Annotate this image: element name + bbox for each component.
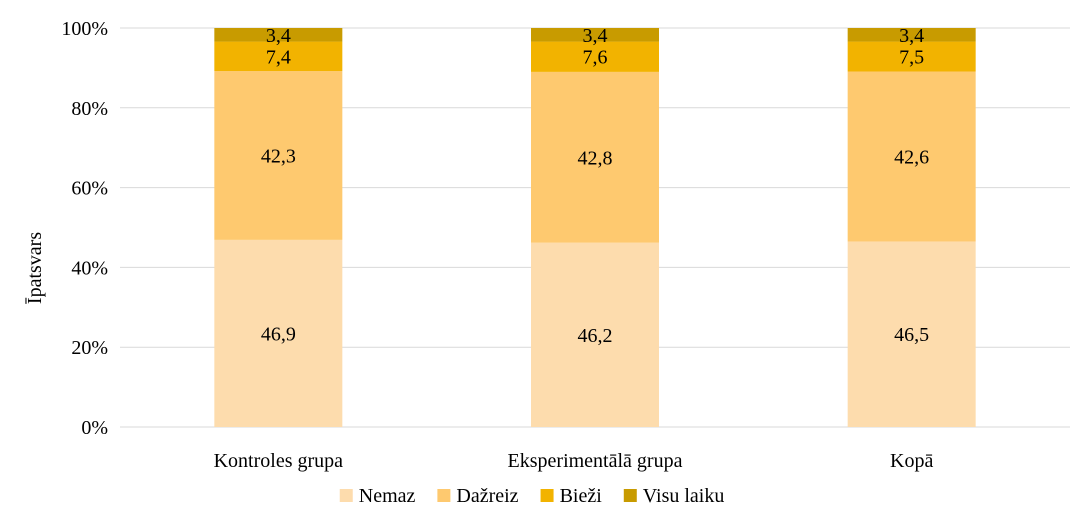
data-label: 7,6	[583, 47, 608, 69]
legend-label: Dažreiz	[456, 485, 518, 507]
bar-segment	[847, 41, 976, 72]
y-tick-label: 0%	[81, 417, 108, 439]
data-label: 42,3	[261, 145, 296, 167]
x-tick-label: Kontroles grupa	[214, 450, 344, 472]
y-tick-label: 100%	[61, 18, 108, 40]
y-axis-ticks: 0% 20% 40% 60% 80% 100%	[61, 18, 108, 439]
y-tick-label: 80%	[71, 98, 108, 120]
legend-item: Bieži	[540, 485, 603, 507]
data-label: 42,6	[894, 146, 929, 168]
legend-swatch	[623, 489, 637, 502]
legend-label: Nemaz	[359, 485, 416, 507]
data-label: 7,5	[899, 47, 924, 69]
data-label: 3,4	[583, 25, 608, 47]
legend-label: Visu laiku	[643, 485, 725, 507]
data-label: 46,9	[261, 323, 296, 345]
data-label: 46,5	[894, 324, 929, 346]
data-label: 7,4	[266, 46, 291, 68]
data-label: 42,8	[578, 147, 613, 169]
data-labels: 46,942,37,43,446,242,87,63,446,542,67,53…	[261, 25, 929, 347]
bar-segment	[214, 71, 343, 240]
data-label: 46,2	[578, 325, 613, 347]
y-tick-label: 20%	[71, 337, 108, 359]
legend-swatch	[339, 489, 353, 502]
legend-item: Nemaz	[339, 485, 416, 507]
legend-swatch	[437, 489, 451, 502]
bar-segment	[531, 41, 659, 72]
bars	[214, 28, 976, 427]
bar-segment	[531, 71, 659, 243]
bar-segment	[847, 241, 976, 427]
legend-item: Visu laiku	[623, 485, 725, 507]
x-tick-label: Eksperimentālā grupa	[508, 450, 683, 472]
legend-item: Dažreiz	[437, 485, 519, 507]
bar-segment	[531, 242, 659, 427]
bar-segment	[214, 239, 343, 427]
bar-segment	[847, 28, 976, 42]
y-tick-label: 40%	[71, 257, 108, 279]
legend-label: Bieži	[560, 485, 603, 507]
bar-segment	[214, 41, 343, 72]
legend-swatch	[540, 489, 554, 502]
data-label: 3,4	[266, 25, 291, 47]
bar-segment	[847, 71, 976, 242]
data-label: 3,4	[899, 25, 924, 47]
y-tick-label: 60%	[71, 178, 108, 200]
x-axis-ticks: Kontroles grupa Eksperimentālā grupa Kopā	[214, 450, 934, 472]
bar-segment	[531, 28, 659, 42]
bar-segment	[214, 28, 343, 42]
legend: Nemaz Dažreiz Bieži Visu laiku	[339, 485, 725, 507]
x-tick-label: Kopā	[890, 450, 933, 472]
y-axis-title: Īpatsvars	[24, 232, 46, 304]
